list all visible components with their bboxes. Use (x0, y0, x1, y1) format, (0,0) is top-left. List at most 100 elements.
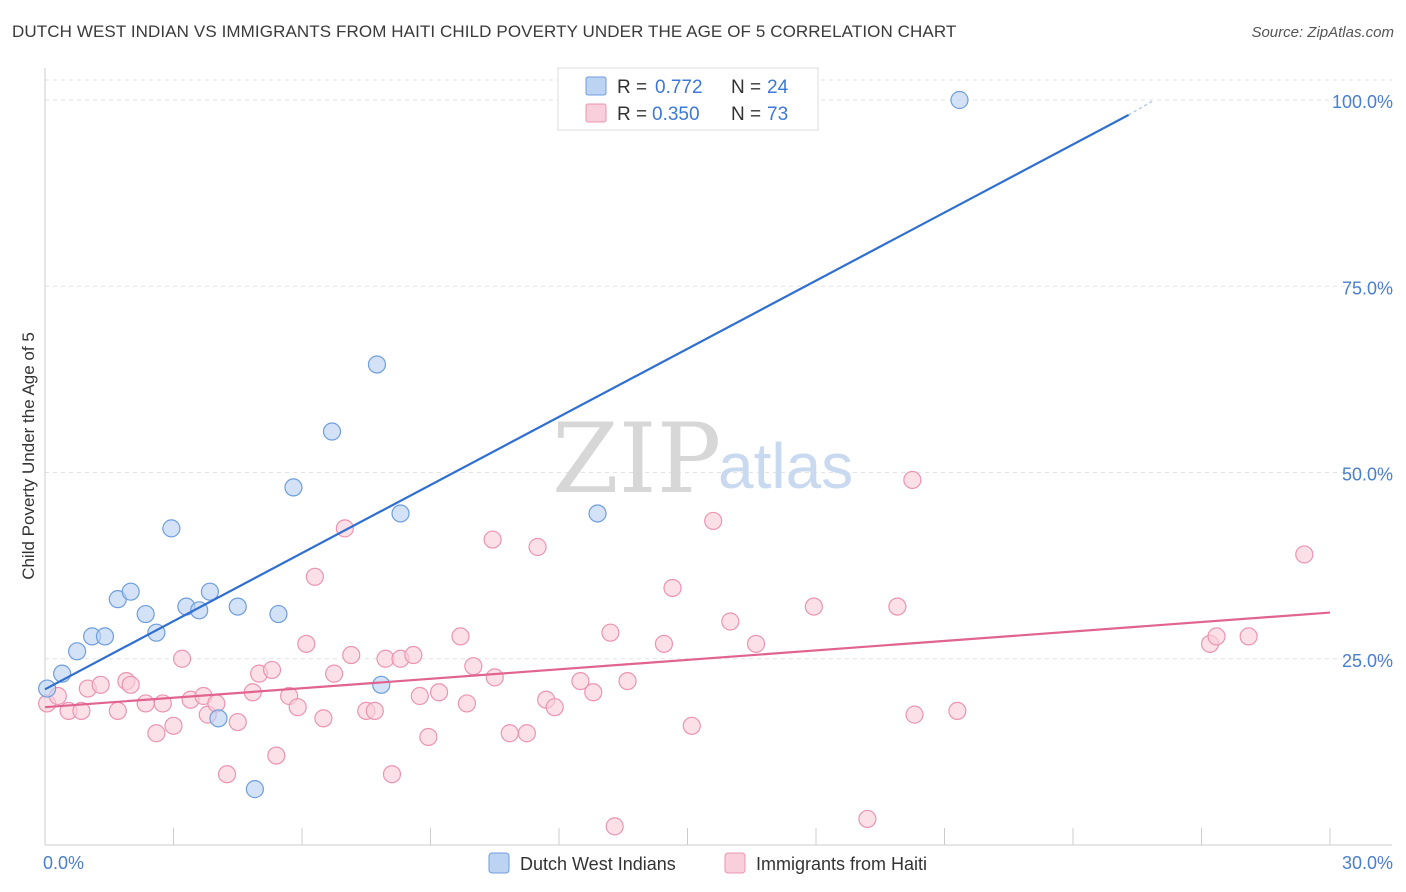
series-haiti-points (38, 470, 1314, 836)
legend-r-value-1: 0.772 (655, 77, 703, 98)
dutch-west-indian-point (68, 642, 87, 661)
legend-n-label-2: N = (731, 104, 761, 125)
dutch-west-indian-point (245, 780, 264, 799)
watermark-atlas: atlas (718, 430, 853, 502)
axes (44, 68, 1392, 846)
series-dutch-west-indians-points (38, 90, 969, 799)
haiti-point (464, 657, 483, 676)
haiti-point (601, 623, 620, 642)
chart-title: DUTCH WEST INDIAN VS IMMIGRANTS FROM HAI… (12, 22, 957, 41)
haiti-point (91, 675, 110, 694)
haiti-point (517, 724, 536, 743)
bottom-legend-swatch-blue (488, 852, 510, 874)
haiti-point (419, 727, 438, 747)
haiti-point (207, 694, 226, 713)
trend-lines (44, 99, 1331, 709)
haiti-point (682, 716, 701, 735)
haiti-point (888, 597, 907, 616)
haiti-point (1295, 545, 1314, 564)
legend-n-label-1: N = (731, 77, 761, 98)
haiti-point (305, 567, 324, 586)
haiti-point (804, 597, 823, 616)
bottom-legend-label-2: Immigrants from Haiti (756, 854, 927, 874)
haiti-point (147, 724, 166, 743)
legend-r-value-2: 0.350 (652, 104, 700, 125)
haiti-point (721, 612, 740, 631)
haiti-point (429, 683, 449, 702)
source-label: Source: ZipAtlas.com (1251, 24, 1394, 41)
haiti-point (172, 649, 192, 668)
bottom-legend: Dutch West Indians Immigrants from Haiti (488, 852, 927, 874)
haiti-point (654, 634, 674, 653)
y-axis-label: Child Poverty Under the Age of 5 (19, 332, 38, 580)
haiti-point (605, 817, 624, 836)
haiti-point (108, 701, 127, 721)
haiti-point (314, 709, 333, 728)
dutch-west-indian-point (322, 422, 342, 441)
dutch-west-indian-point (269, 604, 288, 624)
haiti-point (746, 634, 766, 653)
bottom-legend-label-1: Dutch West Indians (520, 854, 676, 874)
haiti-point (485, 668, 504, 687)
dutch-west-indian-point (136, 604, 155, 624)
haiti-point (365, 701, 384, 721)
watermark-zip: ZIP (552, 403, 721, 515)
dutch-west-indian-point (121, 582, 140, 601)
watermark: ZIP atlas (552, 403, 853, 515)
haiti-point (136, 694, 155, 713)
legend-swatch-blue (585, 76, 607, 96)
legend: R = 0.772 N = 24 R = 0.350 N = 73 (557, 67, 819, 131)
haiti-point (905, 705, 924, 724)
y-tick-label: 75.0% (1342, 278, 1393, 298)
x-tick-label: 0.0% (43, 853, 84, 873)
haiti-point (451, 627, 470, 646)
haiti-point (288, 698, 307, 717)
dutch-west-indian-point (391, 504, 410, 523)
dutch-west-indian-point (588, 504, 607, 523)
haiti-point (858, 809, 877, 829)
x-tick-label: 30.0% (1342, 853, 1393, 873)
haiti-point (584, 683, 603, 702)
haiti-point (571, 671, 590, 691)
haiti-point (297, 634, 316, 653)
haiti-point (528, 537, 547, 557)
haiti-point (903, 470, 922, 490)
haiti-point (72, 701, 91, 721)
haiti-point (262, 660, 282, 680)
x-tick-labels: 0.0% 30.0% (43, 853, 1393, 873)
dutch-west-indian-point (200, 582, 220, 601)
haiti-point (948, 701, 967, 721)
haiti-point (1239, 627, 1258, 646)
legend-swatch-pink (585, 103, 607, 123)
haiti-point (228, 712, 247, 732)
legend-n-value-1: 24 (767, 77, 789, 98)
y-tick-label: 50.0% (1342, 465, 1393, 485)
dutch-west-indian-point (95, 627, 115, 646)
dutch-west-indian-point (284, 478, 303, 497)
dutch-west-indian-point (228, 597, 247, 616)
trend-line-dutch-west-indians (44, 113, 1130, 691)
dutch-west-indian-point (367, 355, 387, 374)
trend-line-extension (1128, 99, 1155, 116)
legend-r-label-2: R = (617, 104, 647, 125)
haiti-point (217, 765, 237, 784)
haiti-point (483, 530, 502, 549)
haiti-point (663, 578, 682, 598)
haiti-point (164, 716, 183, 735)
bottom-legend-swatch-pink (724, 852, 746, 874)
haiti-point (121, 675, 140, 694)
haiti-point (1207, 627, 1226, 646)
haiti-point (457, 694, 477, 713)
haiti-point (404, 645, 423, 665)
haiti-point (704, 511, 723, 531)
y-tick-label: 25.0% (1342, 651, 1393, 671)
haiti-point (382, 765, 402, 784)
haiti-point (618, 671, 637, 691)
haiti-point (267, 746, 286, 765)
grid-lines (45, 79, 1392, 660)
haiti-point (410, 686, 429, 706)
haiti-point (500, 724, 519, 743)
dutch-west-indian-point (209, 709, 228, 728)
legend-n-value-2: 73 (767, 104, 788, 125)
